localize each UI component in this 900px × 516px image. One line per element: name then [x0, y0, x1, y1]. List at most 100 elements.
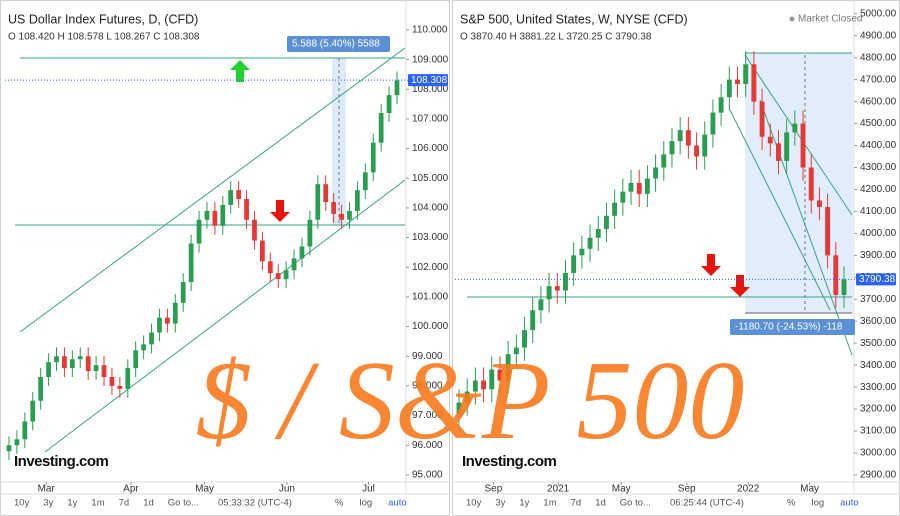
x-tick-label: May [800, 484, 819, 495]
candle-body [718, 97, 724, 113]
down-arrow [730, 275, 750, 297]
toolbar-button[interactable]: Go to... [620, 498, 651, 509]
y-tick-label: 3900.00 [860, 250, 897, 261]
candle-body [784, 132, 790, 161]
candle-body [587, 237, 593, 249]
candle-body [299, 246, 305, 259]
candle-body [530, 310, 536, 331]
ohlc-values: O 3870.40 H 3881.22 L 3720.25 C 3790.38 [460, 32, 652, 43]
candle-body [212, 210, 218, 226]
candle-body [456, 402, 462, 414]
watermark: $ / S&P 500 [196, 339, 745, 463]
y-tick-label: 3200.00 [860, 404, 897, 415]
candle-body [30, 400, 36, 422]
candle-body [307, 219, 313, 247]
chart-title: S&P 500, United States, W, NYSE (CFD) [460, 12, 688, 26]
candle-body [628, 182, 634, 192]
toolbar-button[interactable]: 1m [543, 498, 556, 509]
candle-body [612, 202, 618, 216]
candle-body [157, 317, 162, 333]
toolbar-button[interactable]: 1m [91, 498, 104, 509]
trend-line [19, 47, 406, 333]
y-tick-label: 98.000 [412, 381, 443, 392]
toolbar-button[interactable]: log [359, 498, 372, 509]
toolbar-button[interactable]: Go to... [168, 498, 199, 509]
toolbar-button[interactable]: 3y [495, 498, 505, 509]
chart-title: US Dollar Index Futures, D, (CFD) [8, 12, 198, 26]
candle-body [751, 64, 757, 102]
down-arrow [270, 200, 290, 222]
y-tick-label: 2900.00 [860, 470, 897, 481]
toolbar-button[interactable]: 7d [571, 498, 582, 509]
candle-body [46, 362, 51, 377]
y-tick-label: 107.000 [412, 114, 449, 125]
toolbar-button[interactable]: 1d [595, 498, 606, 509]
candle-body [323, 184, 329, 202]
trend-line [729, 109, 831, 311]
y-tick-label: 110.000 [412, 25, 448, 36]
toolbar-button[interactable]: % [335, 498, 344, 509]
toolbar-button[interactable]: 3y [43, 498, 53, 509]
candle-body [101, 365, 107, 377]
candle-body [563, 272, 568, 291]
y-tick-label: 4100.00 [860, 206, 897, 217]
chart-panel: 2900.00 3000.00 3100.00 3200.00 3300.00 3400.… [452, 0, 900, 516]
y-tick-label: 3500.00 [860, 338, 897, 349]
candle-body [702, 134, 708, 157]
candle-body [825, 207, 831, 256]
toolbar-button[interactable]: auto [388, 498, 407, 509]
toolbar-button[interactable]: % [787, 498, 796, 509]
candle-body [93, 365, 99, 372]
candle-body [62, 356, 67, 369]
candle-body [339, 213, 344, 220]
candle-body [661, 154, 667, 168]
candle-body [291, 258, 297, 271]
x-tick-label: Jun [279, 484, 295, 495]
candle-body [595, 229, 601, 238]
candle-body [109, 376, 115, 386]
candle-body [283, 270, 289, 280]
toolbar-button[interactable]: 1y [519, 498, 529, 509]
candle-body [180, 282, 186, 303]
toolbar-button[interactable]: 10y [466, 498, 482, 509]
x-tick-label: Mar [38, 484, 56, 495]
toolbar-button[interactable]: log [811, 498, 824, 509]
candle-body [464, 391, 470, 403]
y-tick-label: 3400.00 [860, 360, 897, 371]
y-tick-label: 101.000 [412, 292, 449, 303]
toolbar-button[interactable]: 7d [119, 498, 130, 509]
y-tick-label: 3600.00 [860, 316, 897, 327]
measure-box [287, 36, 390, 52]
toolbar-button[interactable]: 1d [143, 498, 154, 509]
candle-body [522, 330, 527, 348]
y-tick-label: 5000.00 [860, 8, 897, 19]
candle-body [315, 184, 321, 220]
y-tick-label: 97.000 [412, 410, 443, 421]
measure-box [730, 319, 855, 335]
y-tick-label: 3000.00 [860, 448, 897, 459]
logo: Investing.com [14, 453, 109, 470]
y-tick-label: 4000.00 [860, 228, 897, 239]
candle-body [513, 347, 519, 355]
candle-body [759, 101, 765, 137]
toolbar-button[interactable]: 1y [67, 498, 77, 509]
y-tick-label: 4300.00 [860, 162, 897, 173]
candle-body [85, 356, 91, 372]
price-tag [408, 74, 448, 87]
toolbar-button[interactable]: 10y [14, 498, 30, 509]
candle-body [603, 215, 609, 230]
candle-body [22, 421, 28, 440]
toolbar-button[interactable]: auto [840, 498, 859, 509]
candle-body [188, 243, 194, 283]
candle-body [694, 145, 700, 157]
candle-body [220, 204, 226, 226]
candle-body [710, 112, 716, 135]
candle-body [252, 219, 257, 241]
candle-body [69, 359, 75, 369]
trend-line [744, 54, 853, 216]
candle-body [204, 210, 210, 220]
candle-body [497, 369, 503, 381]
clock: 06:25:44 (UTC-4) [670, 498, 744, 509]
candle-body [644, 178, 650, 194]
